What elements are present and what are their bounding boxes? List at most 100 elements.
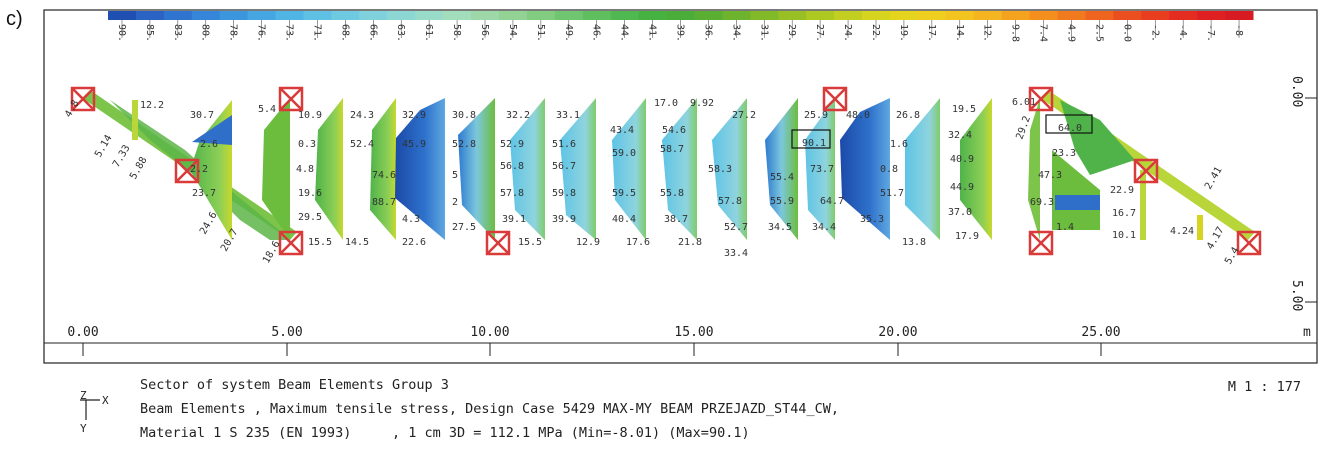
legend-value-label: 19. [898, 24, 909, 42]
legend-value-label: 83. [172, 24, 183, 42]
legend-value-label: 41. [647, 24, 658, 42]
member-value-label: 23.7 [192, 188, 216, 199]
member-value-label: 32.2 [506, 110, 530, 121]
support-marker [278, 86, 304, 112]
member-parabola-9 [612, 98, 646, 240]
member-value-label: 5 [452, 170, 458, 181]
x-tick-label: 10.00 [470, 325, 509, 340]
legend-color-bar [108, 11, 1254, 20]
member-value-label: 4.3 [402, 214, 420, 225]
member-value-label: 5.14 [93, 133, 115, 159]
legend-swatch [387, 11, 416, 20]
legend-swatch [722, 11, 751, 20]
legend-value-label: 68. [339, 24, 350, 42]
legend-swatch [1169, 11, 1198, 20]
member-value-label: 58.7 [660, 144, 684, 155]
legend-value-label: 49. [563, 24, 574, 42]
highlight-box [791, 129, 831, 149]
legend-swatch [415, 11, 444, 20]
legend-swatch [610, 11, 640, 20]
member-right-post-3 [1140, 170, 1146, 240]
support-marker [70, 86, 96, 112]
support-marker [1133, 158, 1159, 184]
support-markers [70, 86, 1262, 256]
member-value-label: 4.17 [1205, 225, 1227, 251]
legend-swatch [108, 11, 137, 20]
member-value-label: 51.7 [880, 188, 904, 199]
member-value-label: 35.3 [860, 214, 884, 225]
legend-swatch [945, 11, 975, 20]
member-value-label: 59.0 [612, 148, 636, 159]
member-value-label: 23.3 [1052, 148, 1076, 159]
member-value-label: 48.0 [846, 110, 870, 121]
member-value-label: 12.2 [140, 100, 164, 111]
plot-frame [43, 9, 1318, 364]
legend-swatch [750, 11, 779, 20]
member-value-label: 69.3 [1030, 197, 1054, 208]
scale-label: M 1 : 177 [1227, 379, 1301, 395]
member-parabola-13 [805, 98, 835, 240]
member-parabola-14 [840, 98, 890, 240]
legend-value-label: 7.4 [1038, 24, 1049, 42]
legend-swatch [191, 11, 221, 20]
member-value-label: 5.88 [128, 155, 150, 181]
member-value-label: 17.0 [654, 98, 678, 109]
member-value-label: 56.8 [500, 161, 524, 172]
member-value-label: 26.8 [896, 110, 920, 121]
legend-value-label: 90. [116, 24, 127, 42]
member-value-label: 19.5 [952, 104, 976, 115]
member-value-label: 32.4 [948, 130, 972, 141]
legend-value-label: 22. [870, 24, 881, 42]
member-value-label: 2.41 [1203, 165, 1225, 191]
support-marker [1028, 230, 1054, 256]
member-value-label: 24.6 [198, 210, 220, 236]
legend-swatch [219, 11, 249, 20]
legend-swatch [973, 11, 1003, 20]
member-value-label: 64.0 [1058, 123, 1082, 134]
member-value-label: 13.8 [902, 237, 926, 248]
member-parabola-15 [905, 98, 940, 240]
member-right-post-1 [1028, 98, 1040, 240]
member-value-label: 59.8 [552, 188, 576, 199]
member-value-label: 52.7 [724, 222, 748, 233]
member-value-label: 52.4 [350, 139, 374, 150]
member-value-label: 59.5 [612, 188, 636, 199]
support-marker [1028, 86, 1054, 112]
legend-value-label: 24. [842, 24, 853, 42]
member-value-label: 54.6 [662, 125, 686, 136]
member-value-label: 30.8 [452, 110, 476, 121]
member-value-label: 39.1 [502, 214, 526, 225]
legend-value-label: 58. [451, 24, 462, 42]
member-value-label: 15.5 [518, 237, 542, 248]
member-value-label: 32.9 [402, 110, 426, 121]
legend-swatch [247, 11, 277, 20]
legend-value-label: 80. [200, 24, 211, 42]
member-value-label: 25.9 [804, 110, 828, 121]
legend-value-label: 66. [367, 24, 378, 42]
member-value-label: 1.4 [1056, 222, 1074, 233]
member-value-label: 22.6 [402, 237, 426, 248]
y-axis: 0.00 5.00 [1289, 76, 1317, 311]
legend-swatch [1001, 11, 1031, 20]
member-parabola-16 [960, 98, 992, 240]
member-value-label: 40.4 [612, 214, 636, 225]
legend-value-label: 9.8 [1010, 24, 1021, 42]
legend-value-label: 76. [256, 24, 267, 42]
member-value-label: 10.9 [298, 110, 322, 121]
member-parabola-3 [315, 98, 343, 240]
legend-swatch [471, 11, 500, 20]
beam-stress-diagram: 90. 85. 83. 80. 78. 76. 73. 71. 68. 66. 63. 61. 58. 5… [43, 9, 1318, 364]
member-parabola-5 [395, 98, 445, 240]
member-value-label: 40.9 [950, 154, 974, 165]
member-value-label: 17.9 [955, 231, 979, 242]
x-axis: 0.00 5.00 10.00 15.00 20.00 25.00 [44, 325, 1317, 356]
legend-value-label: 61. [423, 24, 434, 42]
legend-value-label: 54. [507, 24, 518, 42]
member-value-label: 34.5 [768, 222, 792, 233]
legend-swatch [694, 11, 723, 20]
legend-swatch [834, 11, 863, 20]
member-value-label: 33.4 [724, 248, 748, 259]
member-value-label: 10.1 [1112, 230, 1136, 241]
support-marker [1236, 230, 1262, 256]
member-value-label: 0.8 [880, 164, 898, 175]
